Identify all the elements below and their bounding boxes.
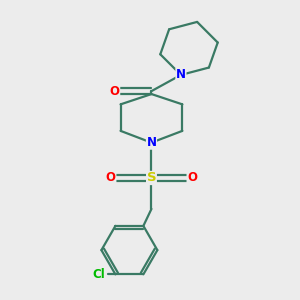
Text: O: O	[110, 85, 120, 98]
Text: N: N	[176, 68, 186, 81]
Text: O: O	[187, 172, 197, 184]
Text: S: S	[147, 172, 156, 184]
Text: Cl: Cl	[93, 268, 106, 281]
Text: O: O	[106, 172, 116, 184]
Text: N: N	[146, 136, 157, 149]
